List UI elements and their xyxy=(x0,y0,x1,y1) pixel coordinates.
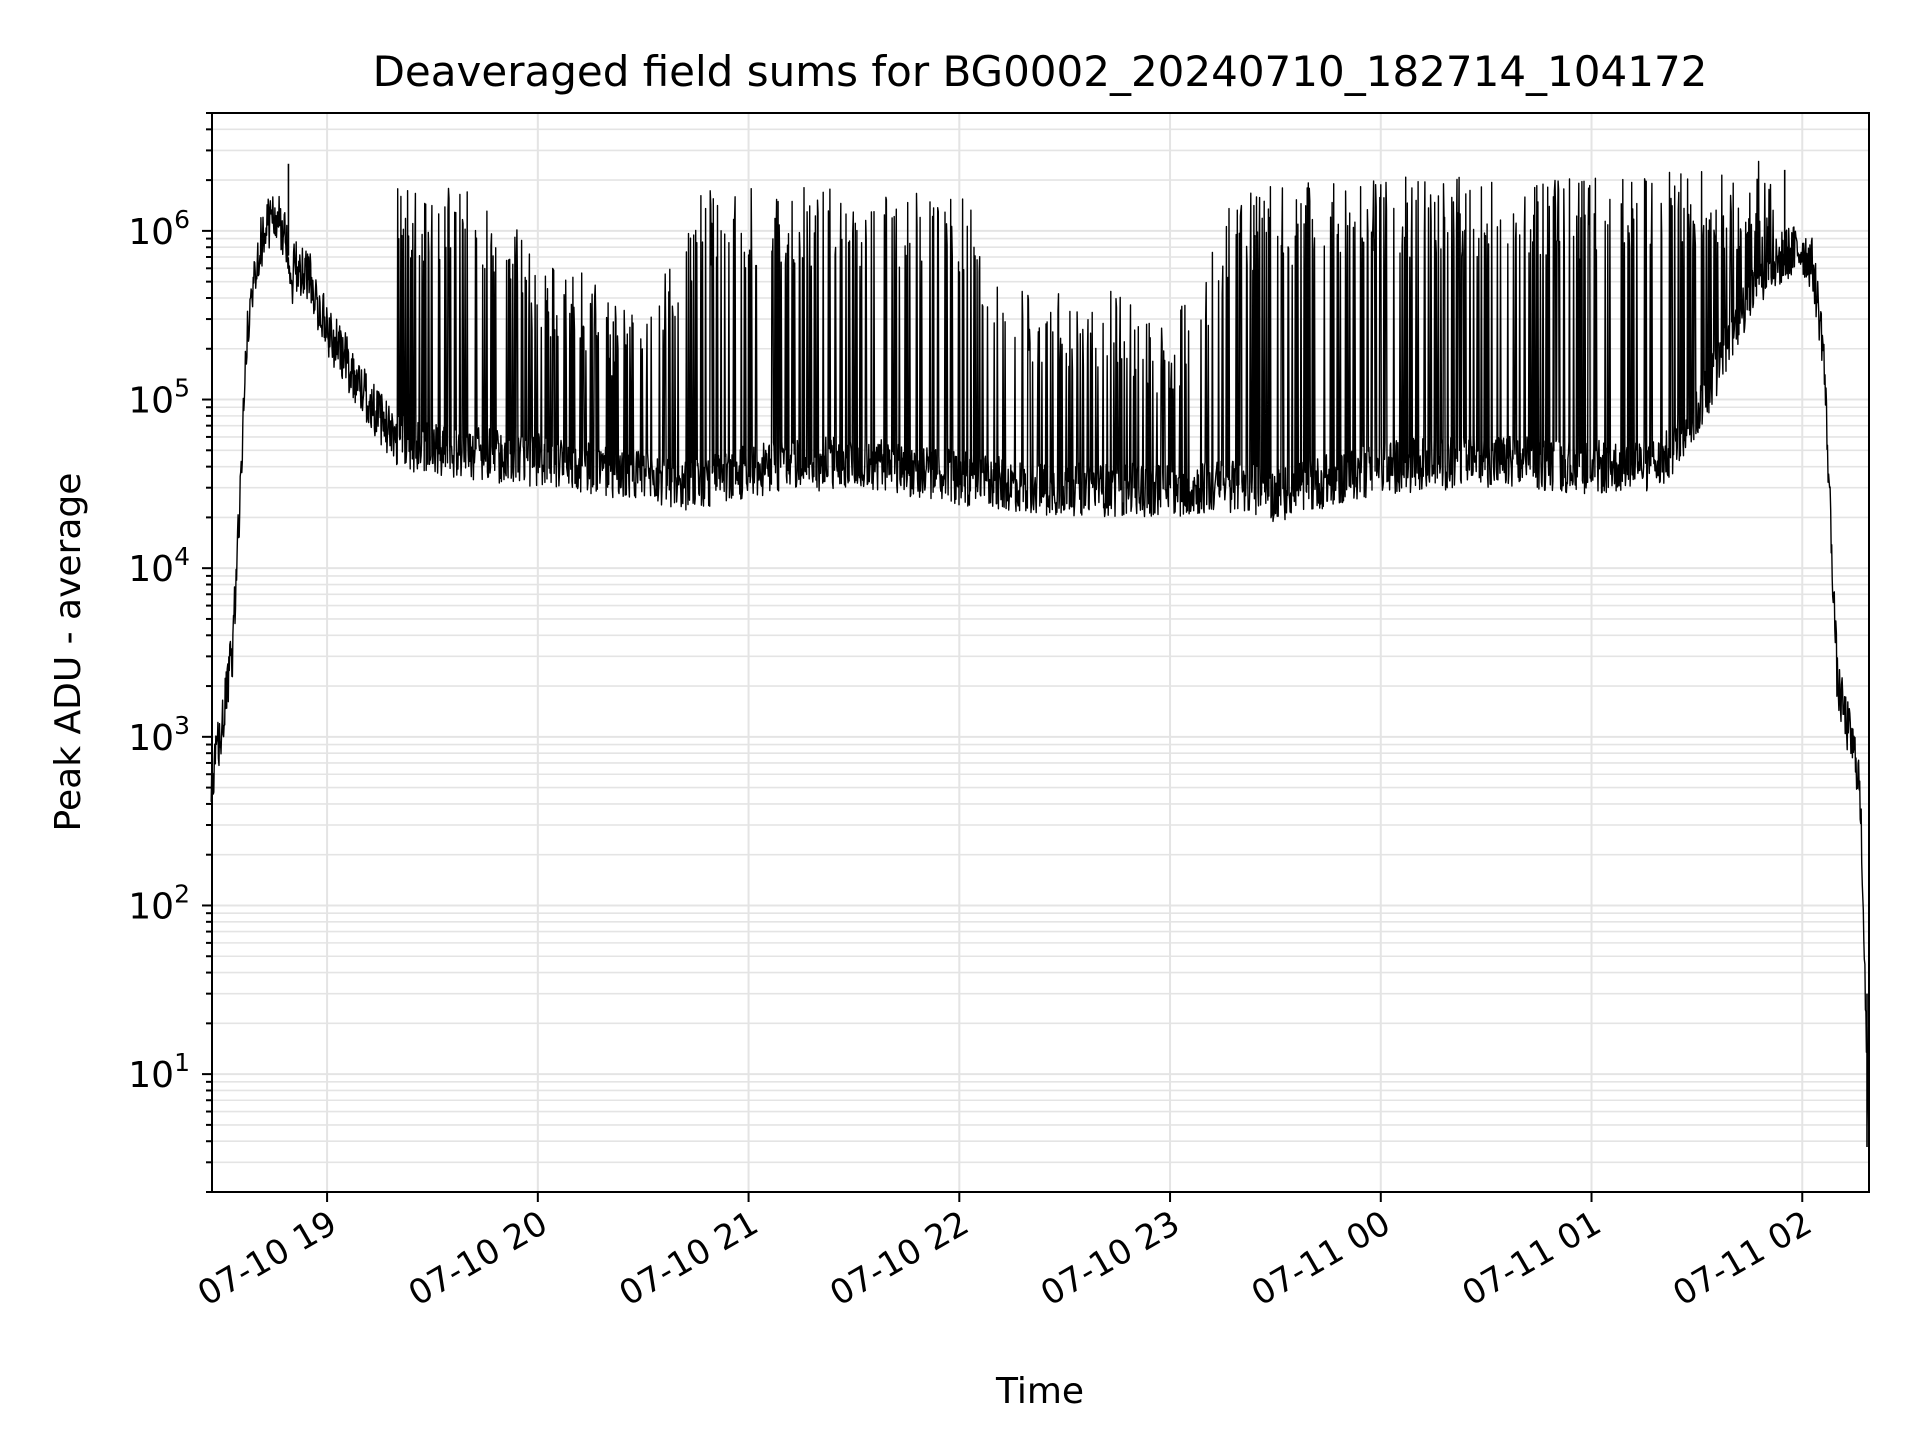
y-tick-label: 104 xyxy=(128,542,190,590)
y-axis-label: Peak ADU - average xyxy=(48,473,89,832)
chart-title: Deaveraged field sums for BG0002_2024071… xyxy=(373,47,1708,96)
y-tick-label: 105 xyxy=(128,374,190,422)
y-tick-label: 101 xyxy=(128,1048,190,1096)
y-tick-label: 106 xyxy=(128,205,190,253)
axis-ticks xyxy=(202,112,1804,1202)
data-layer xyxy=(210,160,1870,1147)
y-tick-label: 102 xyxy=(128,879,190,927)
series-line xyxy=(210,160,1870,1138)
x-axis-label: Time xyxy=(995,1371,1084,1412)
plot-frame xyxy=(211,112,1870,1193)
y-tick-label: 103 xyxy=(128,711,190,759)
